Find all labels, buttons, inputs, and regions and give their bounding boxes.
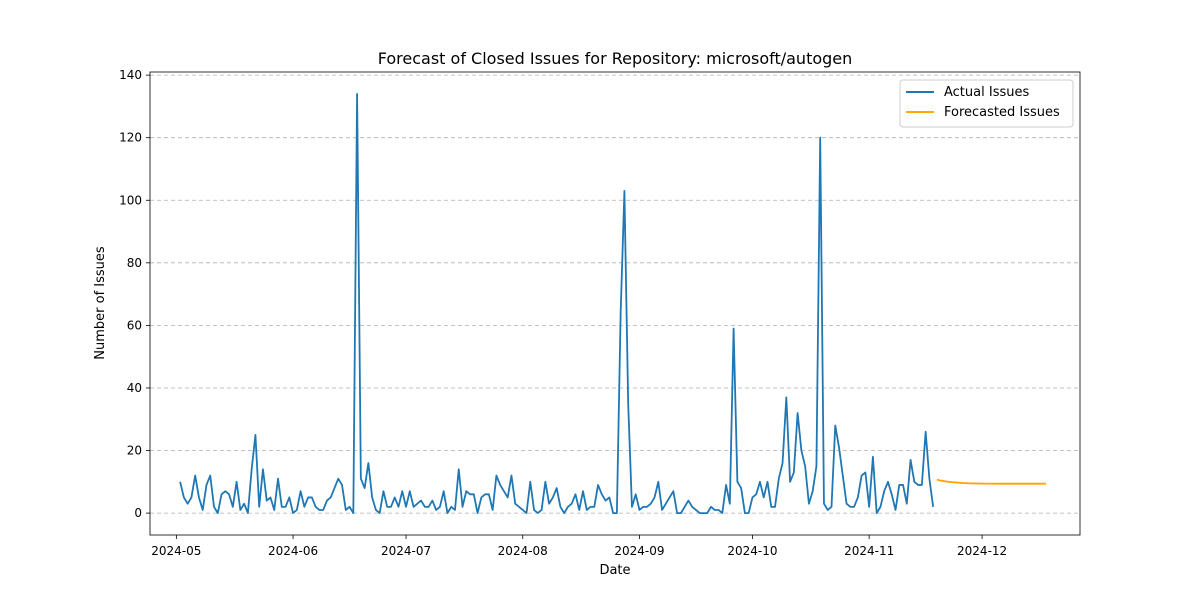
series-line-actual	[179, 93, 935, 514]
y-tick-label: 80	[127, 256, 142, 270]
y-tick-label: 100	[119, 193, 142, 207]
y-tick-label: 0	[134, 506, 142, 520]
x-tick-label: 2024-08	[498, 544, 548, 558]
x-tick-label: 2024-05	[151, 544, 201, 558]
grid-lines	[150, 74, 1080, 514]
plot-frame	[149, 71, 1081, 536]
y-tick-label: 40	[127, 381, 142, 395]
y-tick-label: 120	[119, 131, 142, 145]
y-axis: 0 20 40 60 80 100 120 140	[119, 68, 150, 520]
x-tick-label: 2024-10	[727, 544, 777, 558]
y-tick-label: 20	[127, 444, 142, 458]
x-axis: 2024-05 2024-06 2024-07 2024-08 2024-09 2024-…	[151, 535, 1007, 558]
legend: Actual Issues Forecasted Issues	[899, 79, 1074, 128]
y-axis-label: Number of Issues	[93, 246, 108, 360]
series-layer	[179, 93, 1047, 514]
legend-label-actual: Actual Issues	[944, 85, 1029, 100]
x-tick-label: 2024-09	[614, 544, 664, 558]
x-axis-label: Date	[599, 563, 630, 578]
x-tick-label: 2024-06	[268, 544, 318, 558]
series-line-forecast	[936, 478, 1047, 485]
x-tick-label: 2024-07	[381, 544, 431, 558]
chart-title: Forecast of Closed Issues for Repository…	[378, 49, 853, 68]
legend-box	[899, 79, 1074, 128]
y-tick-label: 60	[127, 318, 142, 332]
legend-label-forecast: Forecasted Issues	[944, 105, 1060, 120]
x-tick-label: 2024-12	[957, 544, 1007, 558]
x-tick-label: 2024-11	[844, 544, 894, 558]
plot-area-background	[150, 72, 1080, 535]
y-tick-label: 140	[119, 68, 142, 82]
